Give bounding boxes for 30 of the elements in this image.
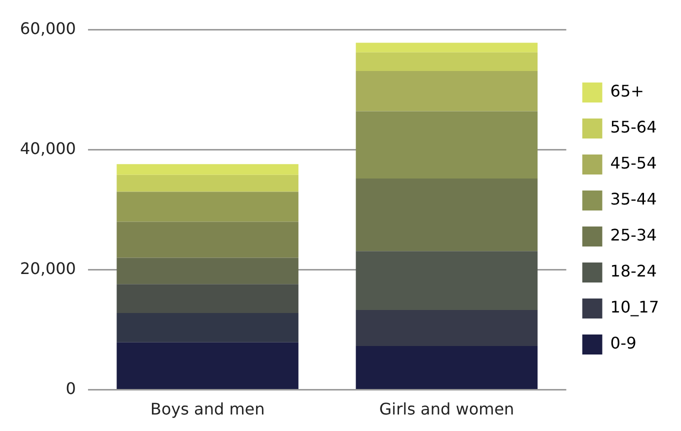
bar <box>356 251 538 310</box>
bar <box>356 310 538 346</box>
y-tick-label: 20,000 <box>20 258 76 278</box>
legend-label: 25-34 <box>610 226 657 245</box>
bar <box>356 346 538 390</box>
bar <box>116 164 298 175</box>
bar <box>356 111 538 178</box>
bar <box>116 174 298 192</box>
bar <box>116 342 298 390</box>
bar <box>356 52 538 72</box>
x-tick-label: Girls and women <box>379 400 514 419</box>
legend-label: 18-24 <box>610 262 657 281</box>
legend-label: 35-44 <box>610 190 657 209</box>
bar <box>116 222 298 258</box>
y-tick-label: 40,000 <box>20 138 76 158</box>
legend-label: 55-64 <box>610 118 657 137</box>
bar <box>116 258 298 284</box>
bar <box>356 178 538 252</box>
legend-label: 0-9 <box>610 334 636 353</box>
bar <box>116 284 298 313</box>
bar <box>356 71 538 112</box>
y-tick-label: 0 <box>66 378 76 398</box>
legend-label: 45-54 <box>610 154 657 173</box>
bar <box>356 42 538 52</box>
x-tick-label: Boys and men <box>150 400 265 419</box>
bar <box>116 192 298 222</box>
bar <box>116 312 298 342</box>
legend-label: 65+ <box>610 82 644 101</box>
y-tick-label: 60,000 <box>20 18 76 38</box>
legend-label: 10_17 <box>610 298 659 317</box>
